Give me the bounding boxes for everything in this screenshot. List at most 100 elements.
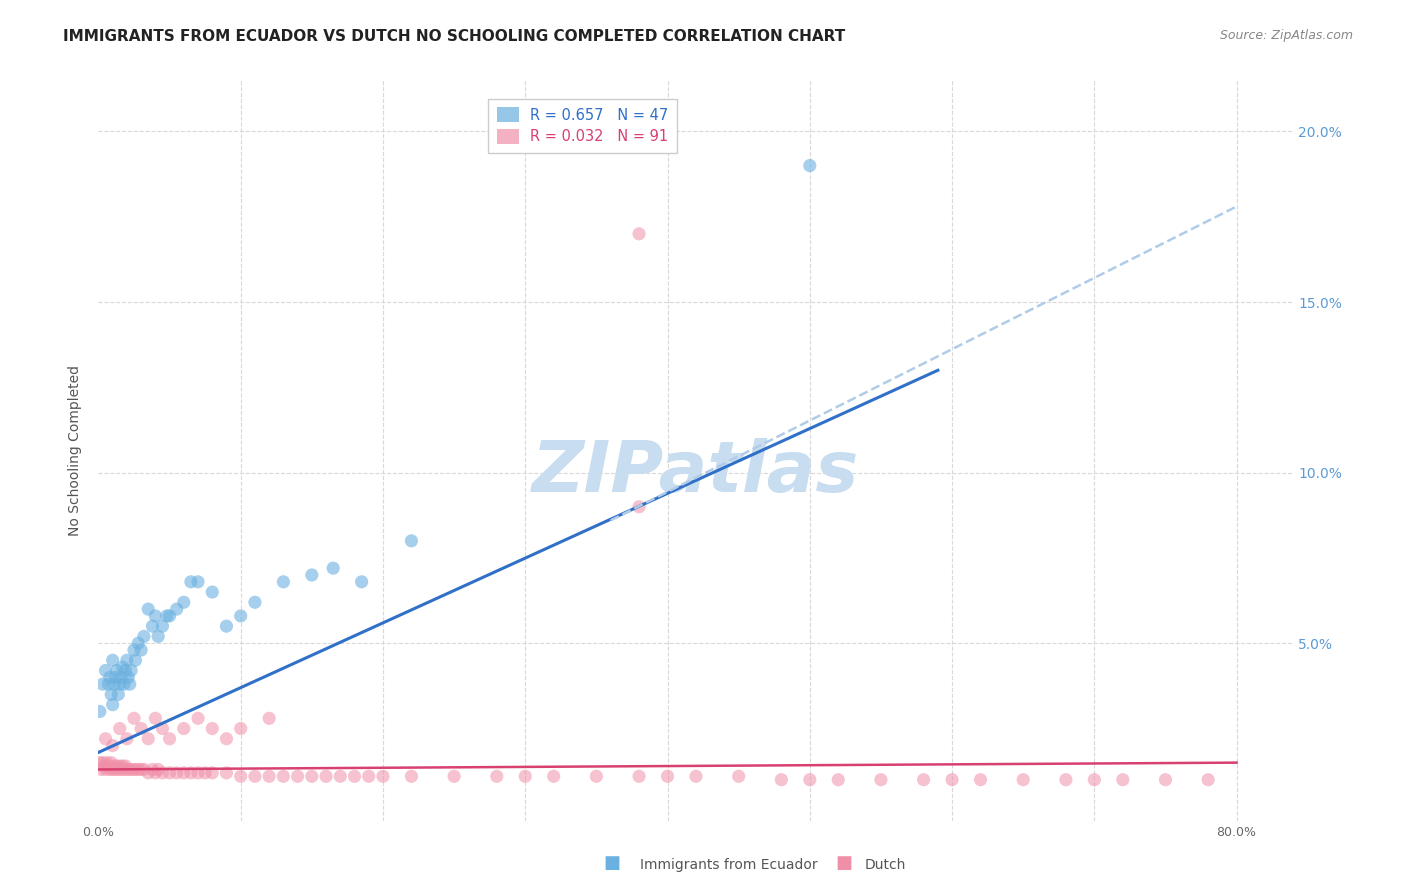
Point bbox=[100, 687, 122, 701]
Point bbox=[371, 769, 394, 783]
Point bbox=[148, 629, 170, 643]
Point bbox=[159, 765, 181, 780]
Text: ZIPatlas: ZIPatlas bbox=[533, 438, 859, 508]
Legend: R = 0.657   N = 47, R = 0.032   N = 91: R = 0.657 N = 47, R = 0.032 N = 91 bbox=[488, 99, 678, 153]
Point bbox=[215, 765, 238, 780]
Point bbox=[152, 765, 174, 780]
Point bbox=[91, 677, 114, 691]
Point bbox=[229, 769, 252, 783]
Point bbox=[105, 759, 128, 773]
Point bbox=[143, 609, 166, 624]
Point bbox=[827, 772, 849, 787]
Point bbox=[585, 769, 607, 783]
Point bbox=[103, 759, 125, 773]
Point bbox=[201, 765, 224, 780]
Point bbox=[215, 619, 238, 633]
Point bbox=[115, 653, 138, 667]
Point bbox=[101, 653, 124, 667]
Point bbox=[115, 763, 138, 777]
Point bbox=[156, 609, 179, 624]
Point bbox=[121, 763, 143, 777]
Point bbox=[315, 769, 337, 783]
Point bbox=[180, 574, 202, 589]
Point bbox=[173, 595, 195, 609]
Point bbox=[273, 574, 295, 589]
Point bbox=[136, 765, 159, 780]
Point bbox=[257, 769, 280, 783]
Point bbox=[329, 769, 352, 783]
Point bbox=[166, 765, 188, 780]
Point bbox=[136, 602, 159, 616]
Text: Source: ZipAtlas.com: Source: ZipAtlas.com bbox=[1219, 29, 1353, 42]
Point bbox=[115, 731, 138, 746]
Point bbox=[229, 609, 252, 624]
Point bbox=[628, 227, 651, 241]
Point bbox=[143, 765, 166, 780]
Point bbox=[148, 763, 170, 777]
Point bbox=[187, 765, 209, 780]
Point bbox=[301, 568, 323, 582]
Point bbox=[103, 677, 125, 691]
Point bbox=[257, 711, 280, 725]
Point bbox=[515, 769, 537, 783]
Point bbox=[180, 765, 202, 780]
Point bbox=[141, 619, 163, 633]
Point bbox=[110, 670, 132, 684]
Point bbox=[117, 670, 139, 684]
Point bbox=[124, 653, 146, 667]
Point bbox=[201, 585, 224, 599]
Point bbox=[243, 769, 266, 783]
Point bbox=[118, 677, 141, 691]
Point bbox=[104, 763, 127, 777]
Point bbox=[187, 711, 209, 725]
Point bbox=[322, 561, 344, 575]
Point bbox=[129, 722, 152, 736]
Point bbox=[94, 731, 117, 746]
Text: Dutch: Dutch bbox=[865, 858, 905, 872]
Text: IMMIGRANTS FROM ECUADOR VS DUTCH NO SCHOOLING COMPLETED CORRELATION CHART: IMMIGRANTS FROM ECUADOR VS DUTCH NO SCHO… bbox=[63, 29, 845, 44]
Point bbox=[110, 763, 132, 777]
Point bbox=[108, 759, 131, 773]
Point bbox=[1197, 772, 1219, 787]
Point bbox=[132, 629, 155, 643]
Point bbox=[173, 722, 195, 736]
Point bbox=[112, 677, 135, 691]
Point bbox=[969, 772, 991, 787]
Point bbox=[1054, 772, 1077, 787]
Point bbox=[628, 769, 651, 783]
Point bbox=[401, 769, 423, 783]
Point bbox=[273, 769, 295, 783]
Point bbox=[120, 664, 142, 678]
Y-axis label: No Schooling Completed: No Schooling Completed bbox=[69, 365, 83, 536]
Point bbox=[194, 765, 217, 780]
Point bbox=[152, 722, 174, 736]
Point bbox=[122, 711, 145, 725]
Point bbox=[215, 731, 238, 746]
Point bbox=[96, 756, 118, 770]
Point bbox=[101, 698, 124, 712]
Point bbox=[127, 763, 149, 777]
Point bbox=[628, 500, 651, 514]
Point bbox=[1112, 772, 1135, 787]
Point bbox=[685, 769, 707, 783]
Point bbox=[114, 759, 136, 773]
Point bbox=[243, 595, 266, 609]
Point bbox=[173, 765, 195, 780]
Point bbox=[350, 574, 373, 589]
Point bbox=[105, 664, 128, 678]
Point bbox=[107, 763, 129, 777]
Point bbox=[112, 763, 135, 777]
Point bbox=[93, 759, 115, 773]
Point bbox=[98, 763, 121, 777]
Point bbox=[101, 739, 124, 753]
Point bbox=[401, 533, 423, 548]
Point bbox=[870, 772, 893, 787]
Point bbox=[107, 687, 129, 701]
Point bbox=[159, 609, 181, 624]
Point bbox=[90, 763, 112, 777]
Text: Immigrants from Ecuador: Immigrants from Ecuador bbox=[640, 858, 817, 872]
Point bbox=[89, 756, 111, 770]
Point bbox=[104, 670, 127, 684]
Point bbox=[485, 769, 508, 783]
Point bbox=[101, 763, 124, 777]
